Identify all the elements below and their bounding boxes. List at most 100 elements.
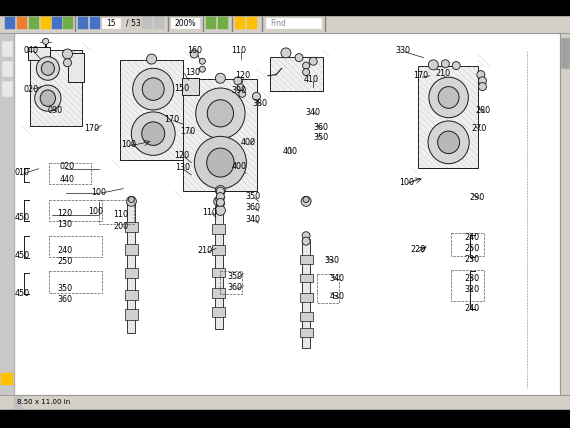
Text: 360: 360 [314,122,328,132]
Circle shape [302,232,310,240]
Bar [63,17,73,29]
Bar [561,38,569,68]
Bar [213,268,225,277]
Text: 340: 340 [246,215,260,224]
Bar [0,33,14,395]
Text: 130: 130 [174,163,190,172]
Bar [266,18,321,28]
Bar [154,17,164,29]
Bar [0,395,570,410]
Circle shape [217,200,225,208]
Text: 15: 15 [106,18,116,27]
Bar [17,17,27,29]
Ellipse shape [35,85,61,111]
Text: 130: 130 [57,220,72,229]
Text: 170: 170 [164,115,179,124]
Bar [302,239,310,348]
Bar [125,244,138,255]
Bar [560,33,570,395]
Ellipse shape [194,137,246,189]
Text: 090: 090 [47,106,63,115]
Bar [221,271,242,294]
Bar [182,78,198,95]
Bar [0,15,570,33]
Circle shape [478,77,486,85]
Text: 170: 170 [84,125,100,134]
Bar [78,17,88,29]
Bar [247,17,257,29]
Circle shape [214,196,224,206]
Ellipse shape [428,121,469,163]
Circle shape [215,205,225,215]
Text: 290: 290 [469,193,484,202]
Bar [171,18,199,28]
Bar [0,410,570,428]
Text: 320: 320 [464,285,479,294]
Bar [451,233,484,256]
Bar [300,255,312,264]
Circle shape [303,62,310,69]
Text: 240: 240 [464,233,479,242]
Circle shape [215,185,225,196]
Bar [300,312,312,321]
Circle shape [146,54,157,64]
Bar [2,61,12,76]
Text: 120: 120 [174,151,190,160]
Text: 380: 380 [252,99,267,108]
Text: 350: 350 [227,272,243,281]
Text: 110: 110 [202,208,217,217]
Text: 200: 200 [113,222,128,231]
Text: 170: 170 [180,127,195,136]
Text: 040: 040 [24,46,39,55]
Bar [206,17,216,29]
Text: 270: 270 [471,125,487,134]
Circle shape [127,196,136,206]
Text: 350: 350 [57,284,72,293]
Text: 210: 210 [198,246,213,255]
Circle shape [281,48,291,58]
Text: 330: 330 [395,46,410,55]
Circle shape [303,68,310,76]
Bar [14,396,22,409]
Ellipse shape [142,122,165,146]
Bar [213,225,225,235]
Text: 360: 360 [246,203,260,212]
Text: 350: 350 [314,133,328,142]
Bar [50,271,101,293]
Text: 210: 210 [435,69,450,78]
Text: 250: 250 [57,256,72,265]
Bar [213,288,225,298]
Bar [2,41,12,56]
Ellipse shape [36,57,59,80]
Bar [125,222,138,232]
Ellipse shape [429,77,469,118]
Bar [451,270,484,301]
Text: 020: 020 [60,162,75,171]
Text: 220: 220 [410,245,426,254]
Text: 440: 440 [60,175,75,184]
Ellipse shape [196,88,245,139]
Circle shape [200,58,205,64]
Bar [213,307,225,317]
Bar [30,51,83,126]
Text: 280: 280 [475,106,490,115]
Circle shape [441,60,449,68]
Text: 410: 410 [304,75,319,84]
Bar [0,0,570,15]
Ellipse shape [133,68,174,110]
Text: 120: 120 [57,209,72,218]
Text: 130: 130 [186,68,201,77]
Bar [125,268,138,278]
Text: 100: 100 [121,140,136,149]
Circle shape [303,196,309,202]
Bar [120,60,184,160]
Bar [29,17,39,29]
Text: 230: 230 [464,274,479,283]
Text: 020: 020 [24,85,39,94]
Bar [270,56,323,91]
Text: 240: 240 [57,246,72,255]
Bar [1,373,13,385]
Circle shape [215,73,225,83]
Text: 450: 450 [15,289,30,298]
Bar [215,206,223,329]
